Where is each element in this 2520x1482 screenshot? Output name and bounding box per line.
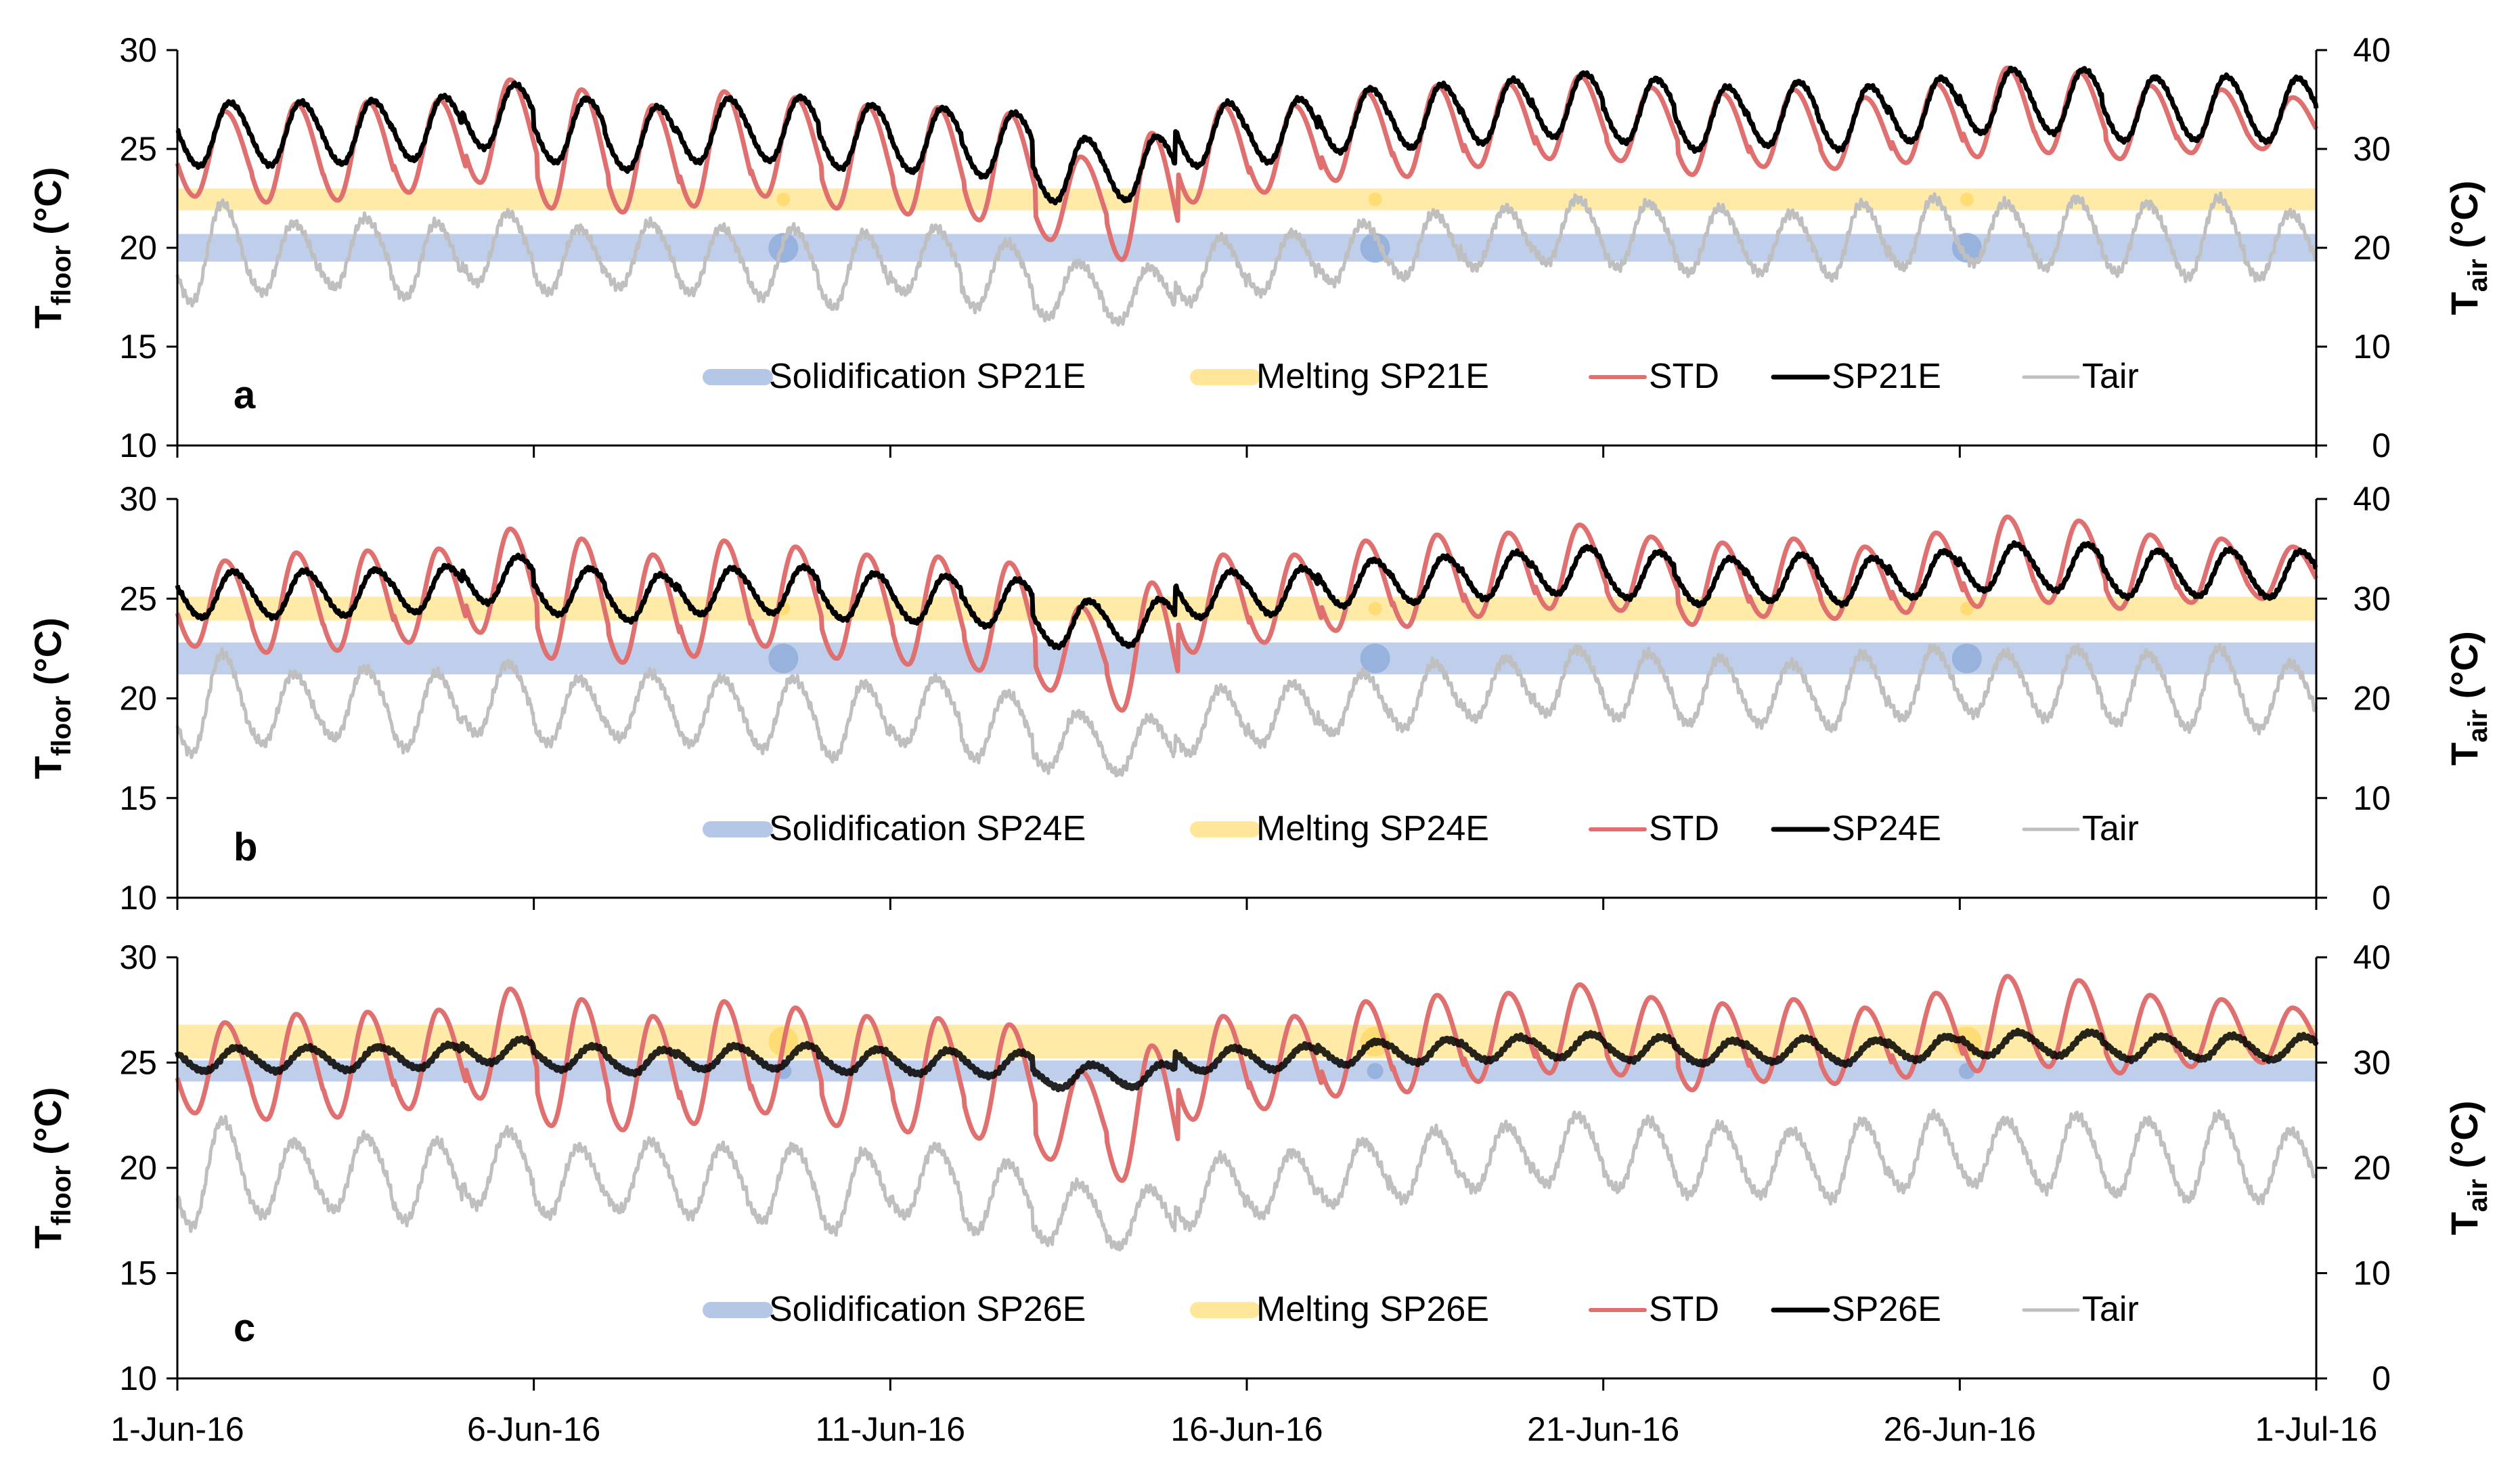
tair-series-line (175, 1108, 2318, 1252)
legend-tair-label: Tair (2082, 357, 2139, 396)
std-series-line (175, 515, 2319, 713)
legend-std-label: STD (1649, 357, 1719, 396)
right-tick-label: 30 (2353, 580, 2391, 617)
left-tick-label: 25 (119, 1044, 157, 1082)
solidification-marker (768, 643, 799, 674)
x-tick-label: 26-Jun-16 (1884, 1410, 2036, 1448)
right-axis-title: Tair (°C) (2443, 1101, 2493, 1236)
sp21e-series-line (175, 66, 2319, 206)
x-tick-label: 1-Jun-16 (110, 1410, 244, 1448)
panels: 10 15 20 25 30 0 10 20 30 40 Tfloor (°C) Tair (°C) a… (26, 31, 2493, 1397)
legend-melting-label: Melting SP21E (1256, 357, 1489, 396)
right-tick-label: 40 (2353, 480, 2391, 518)
solidification-marker (1367, 1062, 1384, 1079)
x-tick-label: 21-Jun-16 (1527, 1410, 1679, 1448)
panel-letter: b (234, 825, 257, 869)
x-tick-label: 11-Jun-16 (816, 1410, 965, 1448)
right-tick-label: 20 (2353, 680, 2391, 718)
panel-a: 10 15 20 25 30 0 10 20 30 40 Tfloor (°C) Tair (°C) a… (26, 31, 2493, 464)
right-tick-label: 30 (2353, 130, 2391, 168)
left-axis-title: Tfloor (°C) (26, 167, 76, 329)
melting-marker (1960, 192, 1974, 206)
sp24e-series-line (175, 540, 2318, 651)
tair-series-line (175, 642, 2318, 778)
right-axis-title: Tair (°C) (2443, 631, 2493, 766)
melting-marker (1368, 192, 1382, 206)
legend-std-label: STD (1649, 1290, 1719, 1329)
left-tick-label: 15 (119, 1255, 157, 1292)
left-tick-label: 20 (119, 680, 157, 718)
melting-marker (1368, 601, 1382, 615)
melting-band (177, 188, 2316, 211)
legend-tair-label: Tair (2082, 1290, 2139, 1329)
left-tick-label: 25 (119, 130, 157, 168)
left-tick-label: 30 (119, 31, 157, 69)
legend-tair-label: Tair (2082, 809, 2139, 848)
left-axis-title: Tfloor (°C) (26, 1087, 76, 1249)
right-tick-label: 10 (2353, 328, 2391, 366)
legend-pcm-label: SP21E (1832, 357, 1941, 396)
solidification-band (177, 234, 2316, 262)
x-tick-label: 16-Jun-16 (1170, 1410, 1323, 1448)
std-series-line (175, 65, 2319, 262)
right-tick-label: 40 (2353, 938, 2391, 976)
left-tick-label: 15 (119, 779, 157, 817)
tair-series-line (175, 191, 2318, 327)
right-axis-title: Tair (°C) (2443, 181, 2493, 315)
melting-marker (776, 192, 791, 206)
legend-pcm-label: SP24E (1832, 809, 1941, 848)
solidification-marker (1360, 643, 1390, 674)
right-tick-label: 0 (2372, 1359, 2391, 1397)
x-tick-label: 1-Jul-16 (2255, 1410, 2378, 1448)
right-tick-label: 0 (2372, 427, 2391, 464)
right-tick-label: 30 (2353, 1044, 2391, 1082)
panel-letter: c (234, 1306, 255, 1350)
left-tick-label: 20 (119, 229, 157, 267)
shared-x-axis: 1-Jun-16 6-Jun-16 11-Jun-16 16-Jun-16 21-Jun… (110, 1410, 2377, 1448)
right-tick-label: 40 (2353, 31, 2391, 69)
legend-melting-label: Melting SP24E (1256, 809, 1489, 848)
legend-pcm-label: SP26E (1832, 1290, 1941, 1329)
legend-solidification-label: Solidification SP21E (769, 357, 1086, 396)
right-tick-label: 0 (2372, 879, 2391, 917)
left-tick-label: 30 (119, 938, 157, 976)
left-tick-label: 10 (119, 427, 157, 464)
left-tick-label: 10 (119, 879, 157, 917)
legend-solidification-label: Solidification SP24E (769, 809, 1086, 848)
panel-c: 10 15 20 25 30 0 10 20 30 40 Tfloor (°C) Tair (°C) c… (26, 938, 2493, 1397)
std-series-line (175, 974, 2319, 1183)
left-tick-label: 20 (119, 1149, 157, 1187)
panel-letter: a (234, 373, 256, 417)
left-axis-title: Tfloor (°C) (26, 617, 76, 779)
panel-b: 10 15 20 25 30 0 10 20 30 40 Tfloor (°C) Tair (°C) b… (26, 480, 2493, 917)
left-tick-label: 15 (119, 328, 157, 366)
right-tick-label: 20 (2353, 1149, 2391, 1187)
left-tick-label: 25 (119, 580, 157, 617)
right-tick-label: 10 (2353, 1255, 2391, 1292)
left-tick-label: 30 (119, 480, 157, 518)
legend-solidification-label: Solidification SP26E (769, 1290, 1086, 1329)
sp26e-series-line (175, 1028, 2319, 1093)
melting-marker (1960, 601, 1974, 615)
x-tick-label: 6-Jun-16 (467, 1410, 600, 1448)
solidification-marker (1951, 643, 1982, 674)
right-tick-label: 10 (2353, 779, 2391, 817)
legend-melting-label: Melting SP26E (1256, 1290, 1489, 1329)
legend-std-label: STD (1649, 809, 1719, 848)
right-tick-label: 20 (2353, 229, 2391, 267)
left-tick-label: 10 (119, 1359, 157, 1397)
